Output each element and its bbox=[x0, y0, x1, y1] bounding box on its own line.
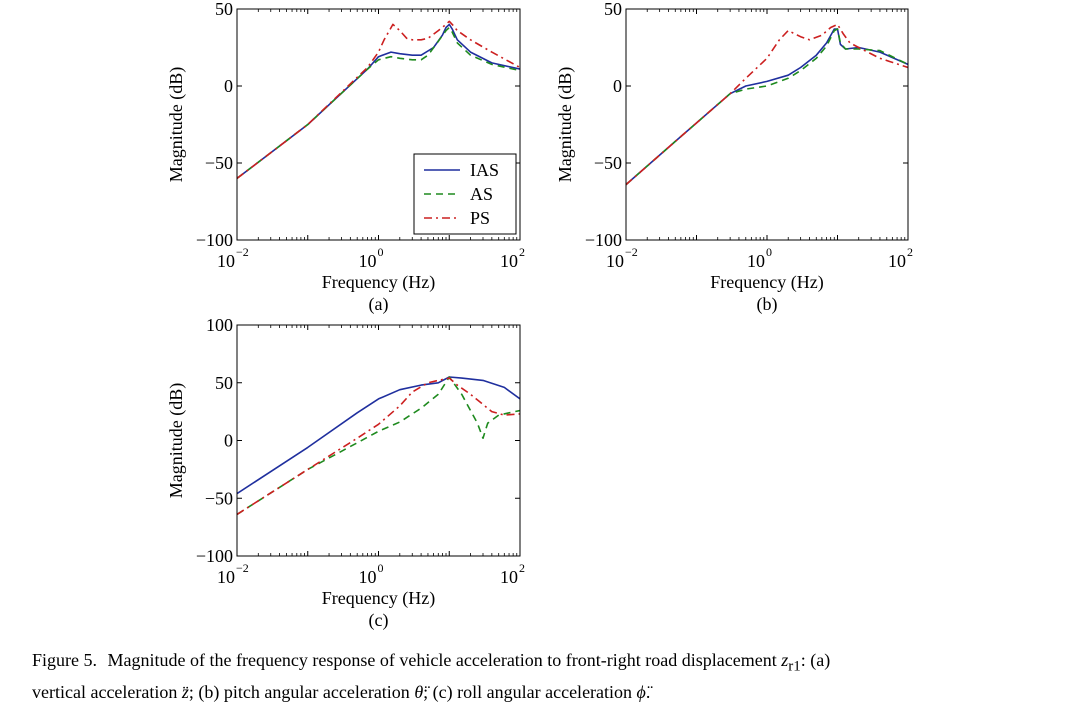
y-tick-label: −100 bbox=[196, 230, 233, 250]
x-tick-label-exponent: −2 bbox=[236, 245, 249, 259]
caption-symbol-sub: r1 bbox=[788, 658, 801, 675]
caption-symbol-zdd: z̈ bbox=[181, 681, 189, 702]
caption-text-2c: ; (c) roll angular acceleration bbox=[423, 681, 633, 702]
x-axis-label: Frequency (Hz) bbox=[710, 272, 823, 293]
caption-symbol-phidd: ϕ̈ bbox=[636, 681, 646, 702]
legend-label-as: AS bbox=[470, 184, 493, 204]
legend-label-ias: IAS bbox=[470, 160, 499, 180]
y-tick-label: 50 bbox=[215, 0, 233, 19]
x-tick-label-base: 10 bbox=[500, 567, 518, 587]
y-tick-label: 100 bbox=[206, 315, 233, 335]
y-tick-label: −50 bbox=[205, 153, 233, 173]
y-axis-label: Magnitude (dB) bbox=[166, 383, 187, 498]
y-tick-label: −100 bbox=[196, 546, 233, 566]
figure-caption: Figure 5. Magnitude of the frequency res… bbox=[32, 648, 1072, 705]
y-tick-label: −50 bbox=[594, 153, 622, 173]
plot-frame bbox=[236, 324, 521, 557]
x-tick-label-exponent: 0 bbox=[378, 561, 384, 575]
x-tick-label-base: 10 bbox=[217, 567, 235, 587]
caption-symbol-z: z bbox=[781, 650, 789, 670]
caption-line-1: Figure 5. Magnitude of the frequency res… bbox=[32, 648, 1072, 680]
x-tick-label-base: 10 bbox=[747, 251, 765, 271]
x-tick-label-exponent: −2 bbox=[236, 561, 249, 575]
y-axis-label: Magnitude (dB) bbox=[166, 67, 187, 182]
series-line-as bbox=[237, 26, 520, 180]
caption-line2-end: . bbox=[645, 681, 651, 702]
x-tick-label-exponent: 0 bbox=[766, 245, 772, 259]
y-tick-label: 0 bbox=[613, 76, 622, 96]
series-line-as bbox=[237, 376, 520, 516]
x-tick-label-exponent: −2 bbox=[625, 245, 638, 259]
x-axis-label: Frequency (Hz) bbox=[322, 588, 435, 609]
series-line-ias bbox=[237, 376, 520, 495]
y-tick-label: −100 bbox=[585, 230, 622, 250]
panel-label: (a) bbox=[369, 294, 389, 315]
legend-label-ps: PS bbox=[470, 208, 490, 228]
x-tick-label-exponent: 2 bbox=[907, 245, 913, 259]
x-tick-label-base: 10 bbox=[500, 251, 518, 271]
x-tick-label-exponent: 0 bbox=[378, 245, 384, 259]
series-line-ias bbox=[626, 28, 908, 186]
y-tick-label: 0 bbox=[224, 431, 233, 451]
caption-text-1: Magnitude of the frequency response of v… bbox=[107, 650, 777, 670]
caption-text-2a: vertical acceleration bbox=[32, 681, 178, 702]
y-tick-label: 0 bbox=[224, 76, 233, 96]
y-tick-label: 50 bbox=[604, 0, 622, 19]
y-tick-label: −50 bbox=[205, 488, 233, 508]
caption-prefix: Figure 5. bbox=[32, 650, 97, 670]
x-tick-label-base: 10 bbox=[359, 251, 377, 271]
caption-line1-end: : (a) bbox=[800, 650, 831, 670]
plot-frame bbox=[625, 8, 909, 241]
x-tick-label-base: 10 bbox=[606, 251, 624, 271]
y-tick-label: 50 bbox=[215, 373, 233, 393]
caption-symbol-thetadd: θ̈ bbox=[414, 681, 424, 702]
x-tick-label-base: 10 bbox=[359, 567, 377, 587]
series-line-ps bbox=[237, 20, 520, 180]
y-axis-label: Magnitude (dB) bbox=[555, 67, 576, 182]
series-line-ps bbox=[237, 377, 520, 516]
series-line-ps bbox=[626, 23, 908, 186]
panel-label: (b) bbox=[757, 294, 778, 315]
x-tick-label-base: 10 bbox=[217, 251, 235, 271]
series-line-as bbox=[626, 28, 908, 186]
x-tick-label-base: 10 bbox=[888, 251, 906, 271]
x-tick-label-exponent: 2 bbox=[519, 561, 525, 575]
panel-label: (c) bbox=[369, 610, 389, 631]
caption-line-2: vertical acceleration z̈; (b) pitch angu… bbox=[32, 680, 1072, 705]
legend: IAS AS PS bbox=[413, 153, 517, 235]
x-tick-label-exponent: 2 bbox=[519, 245, 525, 259]
x-axis-label: Frequency (Hz) bbox=[322, 272, 435, 293]
caption-text-2b: ; (b) pitch angular acceleration bbox=[188, 681, 410, 702]
